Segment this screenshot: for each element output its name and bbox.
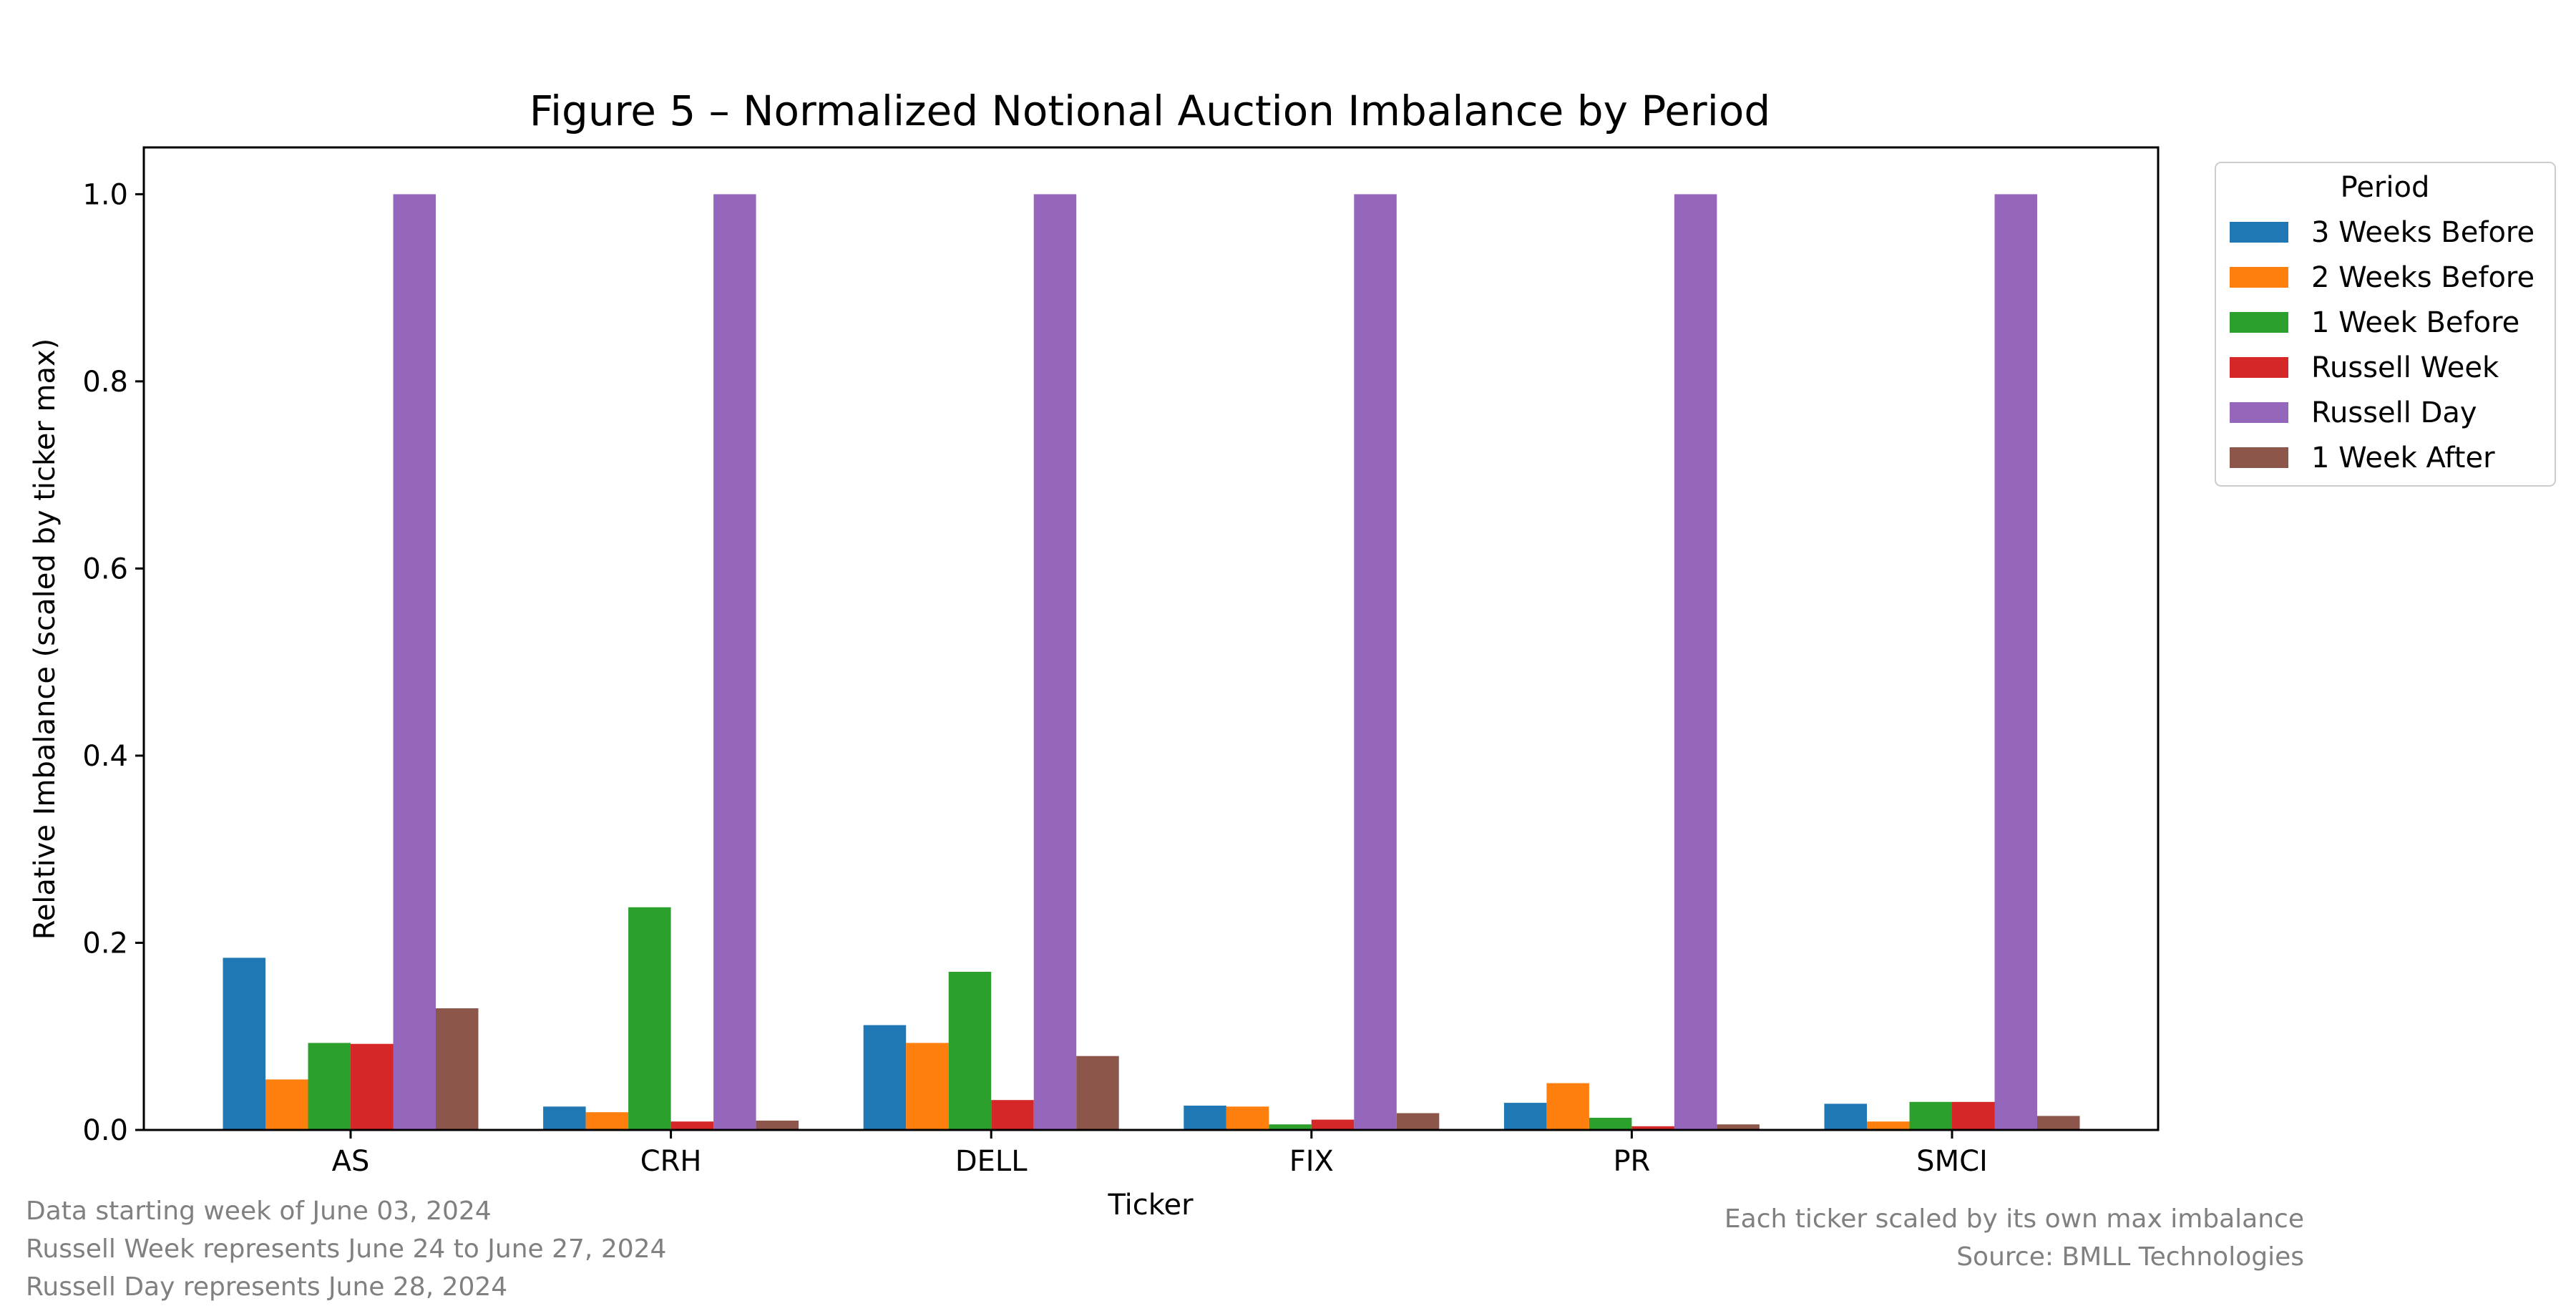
bar-fix-1-week-after: [1396, 1113, 1440, 1130]
bar-crh-3-weeks-before: [543, 1106, 586, 1130]
bar-dell-1-week-before: [948, 972, 992, 1130]
x-tick-label-dell: DELL: [955, 1145, 1028, 1178]
bar-dell-russell-day: [1033, 194, 1077, 1130]
legend-label-1-week-after: 1 Week After: [2311, 442, 2495, 474]
bar-dell-1-week-after: [1076, 1056, 1119, 1130]
bar-as-russell-day: [393, 194, 436, 1130]
legend-label-russell-week: Russell Week: [2311, 351, 2499, 384]
bar-dell-2-weeks-before: [906, 1043, 949, 1130]
bar-fix-2-weeks-before: [1226, 1106, 1269, 1130]
bar-as-2-weeks-before: [265, 1079, 308, 1130]
legend-swatch-2-weeks-before: [2230, 267, 2288, 288]
y-axis: 0.0 0.2 0.4 0.6 0.8 1.0: [82, 178, 144, 1147]
y-tick-label: 0.2: [82, 927, 128, 960]
bar-crh-russell-day: [713, 194, 756, 1130]
plot-area-frame: [142, 146, 2160, 1131]
bar-smci-1-week-after: [2037, 1116, 2080, 1130]
bar-crh-1-week-before: [628, 907, 671, 1130]
footnote-russell-week: Russell Week represents June 24 to June …: [26, 1234, 667, 1264]
y-tick-label: 0.8: [82, 366, 128, 399]
footnote-scaling: Each ticker scaled by its own max imbala…: [1724, 1204, 2304, 1234]
bar-fix-3-weeks-before: [1184, 1106, 1226, 1130]
bar-pr-2-weeks-before: [1546, 1083, 1589, 1130]
x-axis: AS CRH DELL FIX PR SMCI: [332, 1130, 1988, 1178]
bar-fix-1-week-before: [1269, 1124, 1312, 1130]
bar-smci-russell-week: [1952, 1101, 1995, 1130]
bar-crh-1-week-after: [756, 1120, 799, 1130]
bar-as-1-week-after: [436, 1008, 479, 1130]
y-tick-label: 0.6: [82, 552, 128, 585]
legend-swatch-3-weeks-before: [2230, 222, 2288, 243]
x-tick-label-pr: PR: [1613, 1145, 1650, 1178]
bar-pr-russell-day: [1674, 194, 1717, 1130]
footnote-right: Each ticker scaled by its own max imbala…: [1724, 1200, 2304, 1276]
x-tick-label-fix: FIX: [1289, 1145, 1334, 1178]
legend-swatch-russell-week: [2230, 357, 2288, 378]
bar-smci-1-week-before: [1909, 1101, 1952, 1130]
y-tick-label: 1.0: [82, 178, 128, 211]
x-axis-label: Ticker: [1107, 1189, 1194, 1222]
footnote-left: Data starting week of June 03, 2024 Russ…: [26, 1192, 666, 1306]
legend-label-1-week-before: 1 Week Before: [2311, 306, 2519, 339]
bar-as-3-weeks-before: [223, 957, 265, 1130]
footnote-russell-day: Russell Day represents June 28, 2024: [26, 1272, 508, 1302]
legend-frame: [2215, 162, 2556, 487]
bar-pr-1-week-after: [1717, 1124, 1760, 1130]
x-tick-label-as: AS: [332, 1145, 370, 1178]
bar-crh-russell-week: [670, 1121, 714, 1130]
chart-title: Figure 5 – Normalized Notional Auction I…: [530, 87, 1770, 135]
y-tick-label: 0.0: [82, 1114, 128, 1147]
bar-fix-russell-week: [1311, 1119, 1355, 1130]
bars-group: [223, 194, 2080, 1130]
footnote-source: Source: BMLL Technologies: [1956, 1242, 2304, 1272]
y-axis-label: Relative Imbalance (scaled by ticker max…: [29, 338, 62, 940]
legend-label-russell-day: Russell Day: [2311, 396, 2477, 429]
bar-crh-2-weeks-before: [585, 1112, 629, 1130]
bar-as-1-week-before: [308, 1043, 351, 1130]
bar-smci-russell-day: [1994, 194, 2037, 1130]
bar-dell-russell-week: [991, 1100, 1034, 1130]
bar-pr-3-weeks-before: [1503, 1103, 1547, 1130]
legend-swatch-1-week-before: [2230, 312, 2288, 333]
bar-pr-1-week-before: [1589, 1118, 1632, 1130]
legend-swatch-1-week-after: [2230, 447, 2288, 468]
bar-dell-3-weeks-before: [863, 1025, 907, 1130]
y-tick-label: 0.4: [82, 740, 128, 773]
bar-smci-2-weeks-before: [1867, 1121, 1910, 1130]
legend-label-3-weeks-before: 3 Weeks Before: [2311, 216, 2534, 249]
footnote-data-start: Data starting week of June 03, 2024: [26, 1197, 492, 1226]
legend: Period 3 Weeks Before 2 Weeks Before 1 Wee…: [2215, 162, 2556, 487]
bar-pr-russell-week: [1631, 1126, 1674, 1130]
bar-fix-russell-day: [1354, 194, 1397, 1130]
x-tick-label-smci: SMCI: [1916, 1145, 1988, 1178]
legend-title: Period: [2341, 171, 2430, 204]
bar-as-russell-week: [351, 1043, 394, 1130]
legend-label-2-weeks-before: 2 Weeks Before: [2311, 261, 2534, 294]
x-tick-label-crh: CRH: [640, 1145, 702, 1178]
bar-smci-3-weeks-before: [1824, 1103, 1867, 1130]
legend-swatch-russell-day: [2230, 402, 2288, 423]
